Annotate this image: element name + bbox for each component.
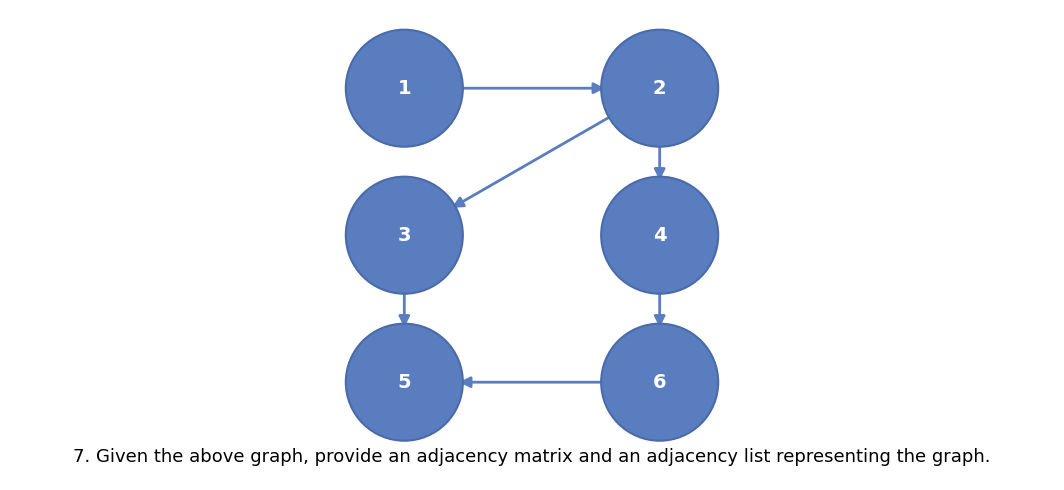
Ellipse shape <box>601 30 718 147</box>
Ellipse shape <box>601 324 718 441</box>
Text: 1: 1 <box>398 79 411 98</box>
Text: 5: 5 <box>398 373 411 392</box>
Ellipse shape <box>346 30 463 147</box>
Ellipse shape <box>346 177 463 294</box>
Text: 3: 3 <box>398 226 411 245</box>
Text: 7. Given the above graph, provide an adjacency matrix and an adjacency list repr: 7. Given the above graph, provide an adj… <box>73 447 991 465</box>
Text: 6: 6 <box>653 373 666 392</box>
Ellipse shape <box>346 324 463 441</box>
Ellipse shape <box>601 177 718 294</box>
Text: 4: 4 <box>653 226 666 245</box>
Text: 2: 2 <box>653 79 666 98</box>
